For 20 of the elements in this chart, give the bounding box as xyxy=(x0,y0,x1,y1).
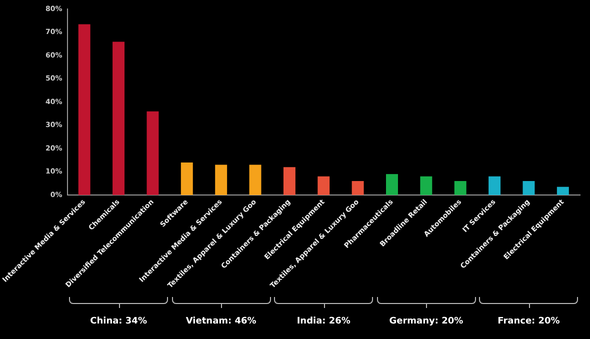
bar xyxy=(352,181,364,195)
bar xyxy=(488,176,501,195)
bar xyxy=(454,181,466,195)
bar xyxy=(215,164,228,195)
bar xyxy=(318,176,330,195)
bar xyxy=(78,24,90,195)
text: Vietnam: 46% xyxy=(186,316,256,326)
bar xyxy=(556,186,569,195)
bar xyxy=(283,167,296,195)
bar xyxy=(386,174,398,195)
text: France: 20% xyxy=(498,316,560,326)
bar xyxy=(249,164,262,195)
bar xyxy=(420,176,432,195)
text: India: 26% xyxy=(296,316,350,326)
bar xyxy=(522,181,535,195)
text: China: 34% xyxy=(90,316,147,326)
bar xyxy=(146,111,159,195)
text: Germany: 20% xyxy=(389,316,464,326)
bar xyxy=(112,42,125,195)
bar xyxy=(180,162,193,195)
